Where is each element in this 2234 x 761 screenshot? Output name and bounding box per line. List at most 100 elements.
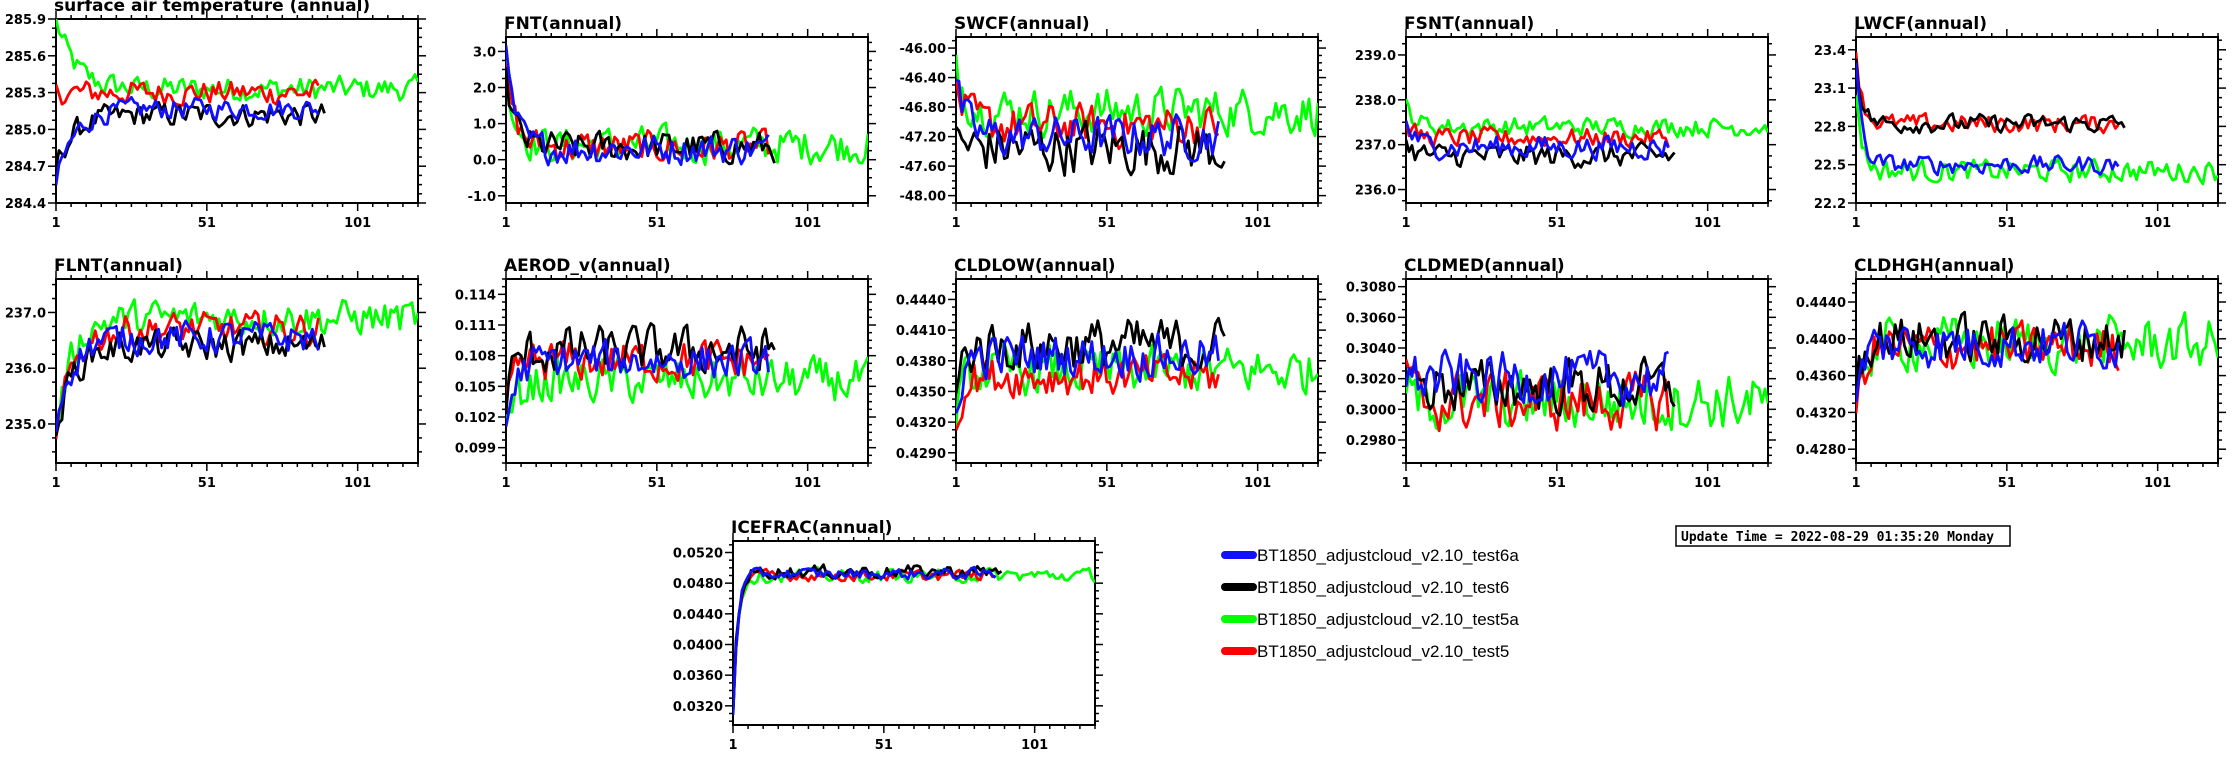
y-tick-label: -48.00 (899, 190, 946, 205)
panel-title: LWCF(annual) (1854, 14, 1987, 34)
panel-9: CLDHGH(annual) 1 51 101 0.4280 0.4320 0.4360 0.… (1796, 256, 2226, 491)
y-tick-label: 285.3 (5, 87, 46, 102)
y-tick-label: 285.6 (5, 50, 46, 65)
series-line (56, 319, 320, 432)
x-tick-label: 51 (1548, 216, 1566, 231)
y-tick-label: 0.4350 (896, 385, 946, 400)
y-tick-label: 23.4 (1814, 44, 1846, 59)
x-tick-label: 51 (1548, 476, 1566, 491)
series-line (1856, 310, 2126, 393)
x-tick-label: 51 (648, 476, 666, 491)
series-line (1856, 319, 2120, 403)
x-tick-label: 101 (1694, 476, 1721, 491)
series-line (1856, 95, 2218, 186)
panel-title: SWCF(annual) (954, 14, 1090, 34)
x-tick-label: 51 (1098, 476, 1116, 491)
y-tick-label: 0.3040 (1346, 342, 1396, 357)
series-line (56, 309, 320, 440)
legend: BT1850_adjustcloud_v2.10_test6a BT1850_ad… (1221, 546, 1519, 661)
x-tick-label: 1 (51, 476, 60, 491)
x-tick-label: 1 (501, 216, 510, 231)
panel-title: ICEFRAC(annual) (731, 518, 892, 538)
panel-0: surface air temperature (annual) 1 51 101 28… (5, 0, 426, 231)
panel-title: CLDLOW(annual) (954, 256, 1115, 276)
x-tick-label: 101 (344, 476, 371, 491)
panel-10: ICEFRAC(annual) 1 51 101 0.0320 0.0360 0.0400 0… (673, 518, 1103, 753)
y-tick-label: 235.0 (5, 418, 46, 433)
y-tick-label: 236.0 (5, 362, 46, 377)
series-line (1406, 348, 1670, 408)
y-tick-label: 22.8 (1814, 120, 1846, 135)
y-tick-label: 236.0 (1355, 184, 1396, 199)
panel-title: FSNT(annual) (1404, 14, 1534, 34)
series-line (56, 78, 320, 107)
y-tick-label: 0.0440 (673, 608, 723, 623)
series-line (733, 563, 1003, 715)
x-tick-label: 101 (794, 216, 821, 231)
y-tick-label: 285.9 (5, 13, 46, 28)
series-line (1406, 369, 1768, 432)
y-tick-label: 0.4320 (1796, 406, 1846, 421)
x-tick-label: 1 (1401, 476, 1410, 491)
y-tick-label: 237.0 (1355, 139, 1396, 154)
y-tick-label: 0.0 (473, 154, 496, 169)
x-tick-label: 51 (875, 738, 893, 753)
y-tick-label: 0.4280 (1796, 443, 1846, 458)
y-tick-label: 0.114 (455, 288, 496, 303)
series-line (956, 316, 1226, 394)
y-tick-label: 0.4440 (1796, 296, 1846, 311)
panel-8: CLDMED(annual) 1 51 101 0.2980 0.3000 0.3020 0.… (1346, 256, 1776, 491)
y-tick-label: 0.111 (455, 319, 496, 334)
y-tick-label: 0.108 (455, 350, 496, 365)
y-tick-label: 0.105 (455, 380, 496, 395)
x-tick-label: 1 (51, 216, 60, 231)
legend-label: BT1850_adjustcloud_v2.10_test6 (1257, 578, 1509, 597)
panel-3: FSNT(annual) 1 51 101 236.0 237.0 238.0 239.0 (1355, 14, 1776, 231)
plot-frame (505, 278, 869, 464)
panel-title: CLDMED(annual) (1404, 256, 1565, 276)
x-tick-label: 1 (501, 476, 510, 491)
series-line (56, 19, 418, 102)
y-tick-label: 0.4410 (896, 324, 946, 339)
y-tick-label: 0.3060 (1346, 311, 1396, 326)
y-tick-label: 22.5 (1814, 159, 1846, 174)
series-line (956, 331, 1220, 414)
series-line (1406, 139, 1676, 170)
y-tick-label: 0.0360 (673, 669, 723, 684)
panel-5: FLNT(annual) 1 51 101 235.0 236.0 237.0 (5, 256, 426, 491)
series-line (1856, 58, 2126, 135)
y-tick-label: 285.0 (5, 123, 46, 138)
series-line (1406, 355, 1676, 417)
y-tick-label: 284.7 (5, 160, 46, 175)
series-line (56, 95, 320, 186)
y-tick-label: 0.3000 (1346, 403, 1396, 418)
x-tick-label: 51 (198, 476, 216, 491)
series-line (1406, 120, 1670, 162)
x-tick-label: 1 (1401, 216, 1410, 231)
series-line (733, 565, 997, 715)
series-line (733, 567, 996, 713)
y-tick-label: 0.0480 (673, 577, 723, 592)
y-tick-label: -46.40 (899, 72, 946, 87)
panel-6: AEROD_v(annual) 1 51 101 0.099 0.102 0.105 0.10… (455, 256, 876, 491)
x-tick-label: 101 (2144, 476, 2171, 491)
series-line (956, 79, 1220, 163)
y-tick-label: 22.2 (1814, 197, 1846, 212)
legend-label: BT1850_adjustcloud_v2.10_test5 (1257, 642, 1509, 661)
x-tick-label: 101 (1694, 216, 1721, 231)
series-line (956, 352, 1220, 431)
x-tick-label: 51 (1098, 216, 1116, 231)
x-tick-label: 1 (951, 216, 960, 231)
x-tick-label: 1 (951, 476, 960, 491)
y-tick-label: -46.80 (899, 101, 946, 116)
x-tick-label: 51 (1998, 216, 2016, 231)
y-tick-label: -46.00 (899, 42, 946, 57)
y-tick-label: 0.4440 (896, 293, 946, 308)
y-tick-label: -1.0 (468, 190, 496, 205)
y-tick-label: 0.4400 (1796, 333, 1846, 348)
x-tick-label: 1 (728, 738, 737, 753)
series-line (733, 566, 1095, 712)
x-tick-label: 51 (648, 216, 666, 231)
y-tick-label: 284.4 (5, 197, 46, 212)
